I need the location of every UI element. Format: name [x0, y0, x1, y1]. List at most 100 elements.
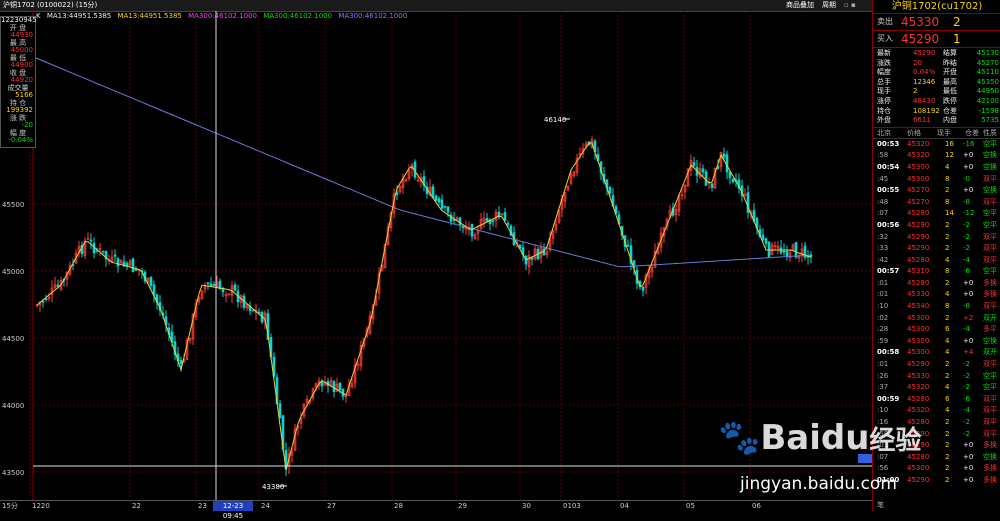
candle-body — [773, 245, 777, 248]
tick-oi-change: -4 — [963, 406, 970, 415]
tick-vol: 2 — [945, 186, 950, 195]
tick-oi-change: -4 — [963, 255, 970, 264]
tick-price: 45330 — [907, 290, 930, 299]
tick-vol: 4 — [945, 162, 950, 171]
candle-body — [113, 254, 117, 257]
ma-legend: K MA13:44951.5385 MA13:44951.5385 MA300:… — [36, 11, 411, 22]
candle-body — [119, 259, 123, 264]
candle-body — [338, 382, 342, 391]
candle-body — [764, 238, 768, 244]
candle-body — [305, 398, 309, 403]
tick-price: 45290 — [907, 360, 930, 369]
tick-price: 45320 — [907, 406, 930, 415]
candle-body — [545, 251, 549, 256]
stat-value: 6611 — [913, 116, 931, 125]
y-tick-label: 44500 — [2, 335, 24, 343]
symbol-title: 沪铜1702 (0100022) (15分) — [3, 1, 98, 9]
stat-label: 开盘 — [943, 68, 957, 77]
tick-row: :28 45300 6 -4 多平 — [873, 324, 1000, 336]
tick-price: 45340 — [907, 302, 930, 311]
candle-body — [209, 283, 213, 287]
tick-row: :07 45280 14 -12 空平 — [873, 208, 1000, 220]
candlestick-chart[interactable]: 45500 45000 44500 44000 43500 46140 43380 — [0, 11, 872, 500]
tick-vol: 4 — [945, 406, 950, 415]
candle-body — [776, 245, 780, 249]
crosshair-price-tag — [858, 454, 872, 463]
data-window-value: 44930 — [10, 31, 33, 39]
tick-price: 45290 — [907, 244, 930, 253]
tick-type: 空平 — [983, 267, 997, 276]
tick-time: :28 — [877, 325, 889, 334]
tick-oi-change: +2 — [963, 313, 974, 322]
stat-label: 最新 — [877, 49, 891, 57]
tick-time: :01 — [877, 441, 889, 450]
tick-vol: 2 — [945, 278, 950, 287]
candle-body — [701, 168, 705, 173]
tick-type: 双平 — [983, 174, 997, 183]
candle-body — [350, 383, 354, 388]
tick-oi-change: +0 — [963, 186, 974, 195]
candle-body — [458, 217, 462, 225]
tick-time: :01 — [877, 290, 889, 299]
candle-body — [482, 217, 486, 222]
tick-price: 45310 — [907, 267, 930, 276]
tick-type: 多平 — [983, 325, 997, 334]
stat-label: 总手 — [877, 77, 891, 86]
candle-body — [188, 337, 192, 341]
contract-title: 沪铜1702(cu1702) — [873, 0, 1000, 14]
ma300-line — [35, 57, 811, 268]
data-window-value: 199392 — [6, 106, 33, 114]
tick-price: 45270 — [907, 186, 930, 195]
buy-price: 45290 — [901, 32, 940, 46]
tick-price: 45280 — [907, 452, 930, 461]
candle-body — [629, 245, 633, 264]
commodity-overlay-menu[interactable]: 商品叠加 — [786, 1, 814, 9]
tick-oi-change: +4 — [963, 348, 974, 357]
tick-type: 空平 — [983, 371, 997, 380]
tick-time: :07 — [877, 209, 889, 218]
candle-body — [674, 208, 678, 215]
tick-type: 多换 — [983, 278, 997, 287]
tick-type: 双平 — [983, 418, 997, 426]
stat-label: 昨结 — [943, 58, 957, 67]
tick-vol: 2 — [945, 441, 950, 450]
stat-value: 42100 — [976, 96, 999, 105]
stat-label: 仓差 — [943, 106, 957, 115]
bottom-tab[interactable]: 笔 — [877, 501, 884, 509]
stat-value: -1598 — [978, 106, 999, 115]
candle-body — [683, 184, 687, 192]
tick-row: :56 45300 2 +0 多换 — [873, 463, 1000, 475]
tick-time: 01:00 — [877, 475, 900, 484]
candle-body — [86, 238, 90, 240]
tick-oi-change: -2 — [963, 371, 970, 380]
buy-quote[interactable]: 买入 45290 1 — [873, 30, 1000, 47]
stat-row: 现手 2 最低 44950 — [873, 87, 1000, 97]
candle-body — [575, 157, 579, 173]
candle-body — [278, 403, 282, 419]
tick-type: 空换 — [983, 151, 997, 160]
tick-vol: 4 — [945, 383, 950, 392]
candle-body — [797, 256, 801, 259]
tick-oi-change: +0 — [963, 162, 974, 171]
tick-list[interactable]: 00:53 45320 16 -16 空平:58 45320 12 +0 空换 00:54 4530… — [873, 139, 1000, 487]
window-controls-icon[interactable]: ▫ ▪ — [844, 1, 856, 9]
tick-time: 00:54 — [877, 162, 900, 171]
buy-volume: 1 — [953, 32, 961, 46]
tick-type: 空换 — [983, 186, 997, 195]
period-menu[interactable]: 周期 — [822, 1, 836, 9]
tick-row: :07 45280 2 +0 空换 — [873, 452, 1000, 464]
tick-vol: 8 — [945, 197, 950, 206]
tick-col-header: 性质 — [983, 128, 997, 137]
tick-time: :07 — [877, 452, 889, 461]
stat-label: 涨停 — [877, 96, 891, 105]
tick-vol: 2 — [945, 360, 950, 369]
sell-quote[interactable]: 卖出 45330 2 — [873, 14, 1000, 30]
tick-type: 双平 — [983, 255, 997, 264]
candle-body — [434, 195, 438, 201]
x-tick-label: 24 — [261, 502, 270, 510]
tick-time: :10 — [877, 406, 889, 415]
candle-body — [101, 250, 105, 253]
candle-body — [641, 286, 645, 291]
candle-body — [527, 255, 531, 268]
tick-vol: 2 — [945, 220, 950, 229]
